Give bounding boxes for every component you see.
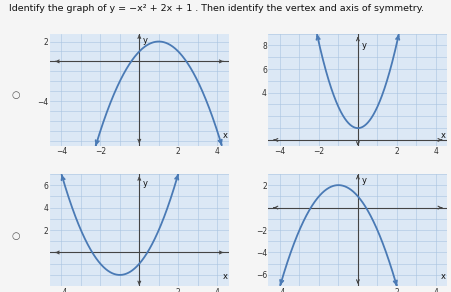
Text: y: y xyxy=(361,176,366,185)
Text: x: x xyxy=(440,272,445,281)
Text: x: x xyxy=(440,131,445,140)
Text: y: y xyxy=(143,36,147,44)
Text: ○: ○ xyxy=(12,90,20,100)
Text: ○: ○ xyxy=(12,231,20,241)
Text: x: x xyxy=(222,272,227,281)
Text: x: x xyxy=(222,131,227,140)
Text: y: y xyxy=(143,179,147,188)
Text: Identify the graph of y = −x² + 2x + 1 . Then identify the vertex and axis of sy: Identify the graph of y = −x² + 2x + 1 .… xyxy=(9,4,423,13)
Text: y: y xyxy=(361,41,366,50)
